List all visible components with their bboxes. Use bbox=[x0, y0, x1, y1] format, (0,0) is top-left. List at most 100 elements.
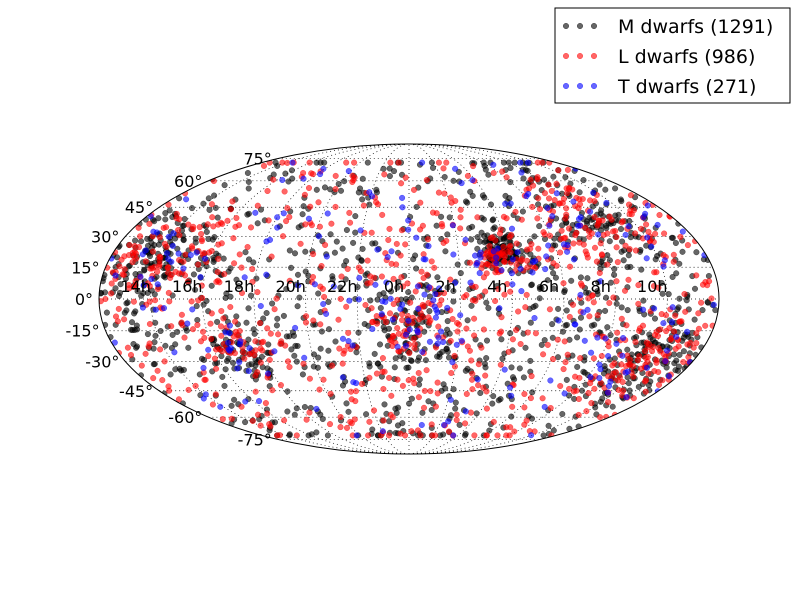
data-point-series-0 bbox=[245, 178, 252, 185]
data-point-series-1 bbox=[189, 226, 196, 233]
data-point-series-2 bbox=[502, 200, 509, 207]
data-point-series-0 bbox=[680, 348, 687, 355]
data-point-series-1 bbox=[399, 311, 406, 318]
data-point-series-0 bbox=[327, 186, 334, 193]
data-point-series-1 bbox=[220, 315, 227, 322]
data-point-series-1 bbox=[546, 306, 553, 313]
data-point-series-0 bbox=[245, 305, 252, 312]
data-point-series-1 bbox=[464, 172, 471, 179]
data-point-series-1 bbox=[547, 404, 554, 412]
data-point-series-1 bbox=[569, 186, 576, 193]
y-tick-label: 15° bbox=[71, 258, 99, 277]
data-point-series-2 bbox=[236, 359, 243, 366]
data-point-series-0 bbox=[413, 203, 420, 210]
data-point-series-0 bbox=[318, 328, 325, 335]
data-point-series-2 bbox=[305, 215, 312, 222]
data-point-series-0 bbox=[317, 411, 324, 418]
data-point-series-0 bbox=[485, 304, 492, 312]
data-point-series-1 bbox=[702, 278, 709, 286]
data-point-series-1 bbox=[386, 374, 393, 381]
data-point-series-0 bbox=[220, 255, 227, 262]
data-point-series-1 bbox=[343, 159, 350, 166]
data-point-series-0 bbox=[245, 256, 253, 263]
data-point-series-1 bbox=[315, 199, 322, 206]
data-point-series-1 bbox=[557, 249, 564, 256]
data-point-series-2 bbox=[402, 342, 409, 349]
data-point-series-0 bbox=[211, 192, 218, 199]
data-point-series-0 bbox=[646, 331, 653, 338]
data-point-series-2 bbox=[450, 432, 457, 439]
data-point-series-0 bbox=[489, 400, 496, 407]
data-point-series-1 bbox=[201, 376, 208, 383]
data-point-series-1 bbox=[264, 325, 271, 332]
data-point-series-1 bbox=[293, 432, 300, 439]
x-tick-label: 2h bbox=[436, 277, 456, 296]
data-point-series-2 bbox=[339, 374, 346, 381]
data-point-series-2 bbox=[313, 405, 320, 412]
data-point-series-1 bbox=[560, 195, 567, 202]
x-tick-label: 20h bbox=[275, 277, 306, 296]
data-point-series-2 bbox=[581, 337, 588, 344]
data-point-series-0 bbox=[345, 408, 352, 415]
data-point-series-0 bbox=[245, 210, 252, 217]
data-point-series-0 bbox=[527, 357, 534, 364]
data-point-series-1 bbox=[121, 316, 128, 323]
data-point-series-1 bbox=[475, 382, 482, 389]
data-point-series-1 bbox=[362, 301, 369, 309]
data-point-series-1 bbox=[217, 323, 225, 330]
data-point-series-1 bbox=[138, 362, 145, 369]
data-point-series-0 bbox=[293, 405, 300, 412]
data-point-series-1 bbox=[630, 207, 637, 214]
data-point-series-2 bbox=[170, 230, 177, 237]
data-point-series-0 bbox=[273, 322, 280, 329]
data-point-series-1 bbox=[431, 264, 438, 271]
data-point-series-1 bbox=[339, 360, 346, 367]
data-point-series-1 bbox=[121, 266, 128, 273]
data-point-series-0 bbox=[640, 297, 647, 304]
data-point-series-0 bbox=[675, 363, 682, 370]
data-point-series-2 bbox=[518, 169, 525, 176]
data-point-series-1 bbox=[236, 327, 243, 335]
data-point-series-1 bbox=[636, 327, 643, 334]
data-point-series-1 bbox=[638, 225, 645, 232]
data-point-series-1 bbox=[259, 347, 266, 354]
data-point-series-2 bbox=[399, 204, 406, 211]
data-point-series-2 bbox=[507, 384, 514, 391]
data-point-series-0 bbox=[597, 210, 604, 217]
data-point-series-2 bbox=[317, 171, 324, 178]
data-point-series-0 bbox=[359, 245, 366, 252]
data-point-series-1 bbox=[597, 414, 604, 421]
data-point-series-0 bbox=[607, 332, 614, 339]
data-point-series-0 bbox=[358, 257, 365, 264]
data-point-series-1 bbox=[302, 221, 309, 228]
data-point-series-2 bbox=[605, 353, 612, 360]
data-point-series-1 bbox=[594, 312, 601, 319]
x-tick-label: 8h bbox=[591, 277, 611, 296]
data-point-series-1 bbox=[152, 297, 159, 304]
data-point-series-0 bbox=[604, 252, 611, 259]
data-point-series-1 bbox=[218, 307, 225, 315]
data-point-series-0 bbox=[180, 366, 187, 373]
data-point-series-1 bbox=[321, 293, 328, 300]
data-point-series-1 bbox=[492, 269, 499, 276]
data-point-series-1 bbox=[387, 159, 394, 166]
data-point-series-1 bbox=[687, 339, 694, 346]
data-point-series-1 bbox=[478, 344, 485, 351]
data-point-series-1 bbox=[463, 325, 470, 332]
data-point-series-1 bbox=[308, 170, 315, 177]
data-point-series-1 bbox=[507, 242, 514, 249]
data-point-series-2 bbox=[274, 224, 281, 231]
data-point-series-0 bbox=[263, 309, 270, 317]
data-point-series-0 bbox=[376, 341, 384, 348]
data-point-series-0 bbox=[294, 303, 301, 310]
data-point-series-0 bbox=[519, 208, 526, 215]
data-point-series-1 bbox=[196, 224, 203, 231]
data-point-series-1 bbox=[198, 230, 205, 238]
data-point-series-1 bbox=[410, 186, 418, 193]
data-point-series-0 bbox=[380, 165, 387, 172]
data-point-series-1 bbox=[471, 315, 478, 322]
data-point-series-0 bbox=[250, 259, 257, 266]
data-point-series-0 bbox=[486, 427, 493, 434]
data-point-series-1 bbox=[346, 209, 353, 216]
data-point-series-1 bbox=[268, 253, 275, 260]
